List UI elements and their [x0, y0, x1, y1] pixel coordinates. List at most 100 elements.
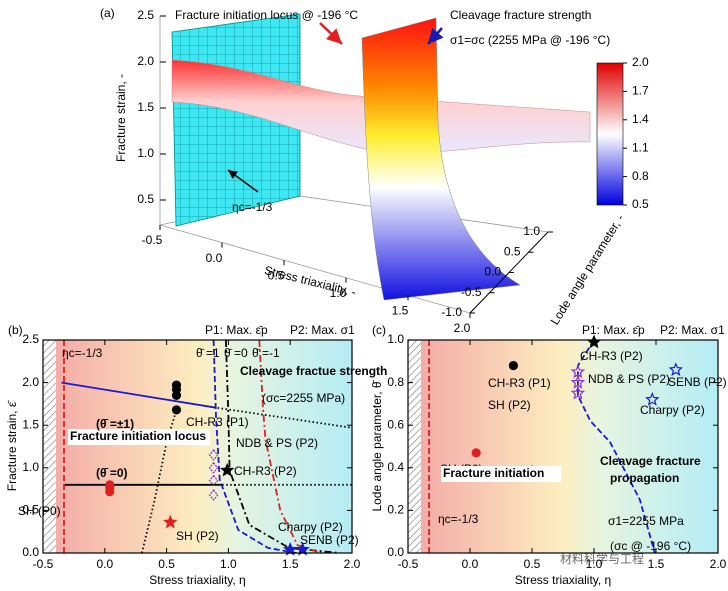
data-point — [208, 474, 219, 487]
series-line — [213, 406, 353, 429]
colorbar-tick-label: 2.0 — [632, 55, 649, 69]
x-tick-label: 1.0 — [220, 557, 237, 571]
y-tick-label: 0.2 — [387, 503, 404, 517]
data-point — [570, 385, 586, 400]
plot-frame — [42, 339, 353, 554]
annotation: P1: Max. ε̄p — [582, 323, 645, 337]
x-tick-label: 1.0 — [330, 286, 347, 300]
data-point — [105, 480, 115, 490]
x-tick-label: 2.0 — [454, 321, 471, 335]
y-axis-label: Fracture strain, ε̄ — [5, 400, 19, 491]
data-point — [163, 514, 178, 529]
x-tick-label: 0.5 — [524, 557, 541, 571]
data-point — [171, 390, 182, 400]
annotation: ηc=-1/3 — [232, 200, 273, 214]
y-tick-label: 1.0 — [523, 224, 540, 238]
x-tick-label: 0.0 — [96, 557, 113, 571]
point-label: Charpy (P2) — [640, 403, 705, 417]
annotation: σ1=σc (2255 MPa @ -196 °C) — [450, 33, 610, 47]
annotation: Fracture initiation locus @ -196 °C — [175, 8, 358, 22]
point-label: NDB & PS (P2) — [588, 372, 670, 386]
x-tick-label: 0.5 — [268, 268, 285, 282]
colorbar — [596, 62, 624, 206]
annotation: Fracture initiation — [443, 466, 544, 480]
annotation: Cleavage fracture — [600, 454, 701, 468]
x-tick-label: -0.5 — [398, 557, 419, 571]
annotation: θ̄ =0 — [224, 346, 248, 360]
x-tick-label: 1.5 — [392, 304, 409, 318]
y-tick-label: 2.5 — [22, 332, 39, 346]
watermark: 材料科学与工程 — [560, 551, 644, 566]
x-tick-label: -0.5 — [142, 233, 163, 247]
surface-3d — [159, 13, 591, 314]
y-tick-label: 0.6 — [387, 417, 404, 431]
z-tick-label: 2.0 — [137, 54, 154, 68]
hatched-region — [408, 340, 421, 553]
annotation: Fracture initiation locus — [70, 429, 206, 443]
annotation: P1: Max. ε̄p — [205, 323, 268, 337]
x-tick-label: 0.5 — [158, 557, 175, 571]
point-label: CH-R3 (P2) — [234, 464, 297, 478]
annotation: ηc=-1/3 — [438, 512, 479, 526]
y-tick-label: 2.0 — [22, 375, 39, 389]
x-tick-label: 2.0 — [710, 557, 727, 571]
plot-background — [43, 340, 352, 553]
data-point — [208, 461, 219, 474]
annotation: (σc @ -196 °C) — [610, 539, 691, 553]
z-tick-label: 0.5 — [137, 192, 154, 206]
annotation: Cleavage fracture strength — [450, 8, 591, 22]
y-axis-label: Lode angle parameter, - — [548, 212, 627, 327]
annotation: θ̄ =1 — [196, 346, 220, 360]
data-point — [668, 362, 683, 377]
label-box — [68, 429, 210, 445]
x-axis-label: Stress triaxiality, η — [515, 573, 611, 587]
colorbar-tick-label: 0.5 — [632, 197, 649, 211]
colorbar-tick-label: 1.4 — [632, 112, 649, 126]
data-point — [220, 462, 235, 477]
y-tick-label: 0.0 — [22, 545, 39, 559]
y-tick-label: 0.4 — [387, 460, 404, 474]
plot-frame — [407, 339, 719, 554]
z-tick-label: 2.5 — [137, 8, 154, 22]
y-tick-label: 1.0 — [22, 460, 39, 474]
point-label: SH (P0) — [18, 504, 61, 518]
data-point — [208, 449, 219, 461]
y-tick-label: 0.0 — [484, 265, 501, 279]
data-point — [570, 375, 586, 389]
colorbar-tick-label: 1.7 — [632, 84, 649, 98]
data-point — [171, 405, 182, 415]
y-tick-label: 0.5 — [22, 503, 39, 517]
z-axis-label: Fracture strain, - — [114, 74, 128, 162]
y-tick-label: 0.8 — [387, 375, 404, 389]
x-tick-label: 0.0 — [206, 251, 223, 265]
y-tick-label: 1.0 — [387, 332, 404, 346]
annotation: ηc=-1/3 — [62, 346, 103, 360]
panel-label: (c) — [372, 323, 386, 337]
x-axis-label: Stress triaxiality, η — [149, 573, 245, 587]
panel-label: (b) — [8, 323, 23, 337]
plot-background — [408, 340, 718, 553]
point-label: SH (P2) — [176, 529, 219, 543]
annotation: σ1=2255 MPa — [608, 514, 684, 528]
colorbar-tick-label: 1.1 — [632, 140, 649, 154]
data-point — [645, 392, 660, 406]
y-tick-label: -0.5 — [461, 285, 482, 299]
colorbar-tick-label: 0.8 — [632, 169, 649, 183]
data-point — [208, 489, 219, 502]
point-label: SH (P2) — [488, 398, 531, 412]
annotation: Cleavage fractue strength — [240, 364, 387, 378]
point-label: CH-R3 (P2) — [580, 349, 643, 363]
panel-label: (a) — [100, 6, 115, 20]
x-tick-label: 1.0 — [586, 557, 603, 571]
z-tick-label: 1.0 — [137, 146, 154, 160]
annotation: (θ̄ =±1) — [96, 417, 134, 431]
data-point — [508, 360, 519, 371]
series-line — [61, 381, 214, 409]
x-tick-label: 1.5 — [648, 557, 665, 571]
x-tick-label: 1.5 — [282, 557, 299, 571]
annotation: P2: Max. σ1 — [290, 323, 355, 337]
point-label: CH-R3 (P1) — [488, 376, 551, 390]
data-point — [570, 364, 586, 379]
x-tick-label: 0.0 — [462, 557, 479, 571]
